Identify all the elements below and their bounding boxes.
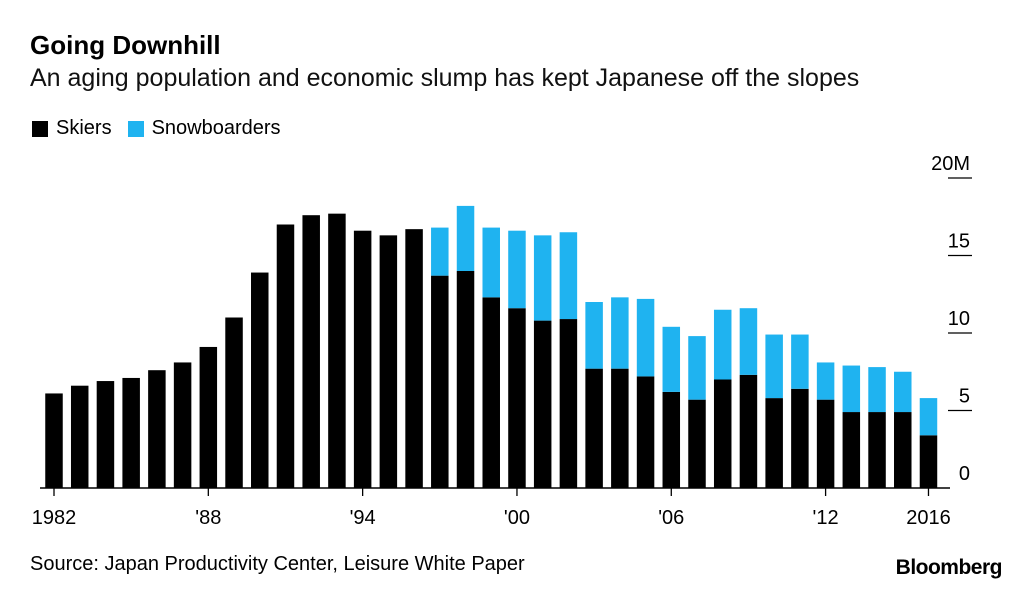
bar-skiers-2001 — [533, 320, 552, 488]
bar-snowboarders-2003 — [585, 302, 603, 369]
bar-skiers-2010 — [765, 398, 783, 488]
bar-skiers-1993 — [328, 213, 346, 488]
legend-swatch-skiers — [32, 120, 48, 137]
bar-skiers-2004 — [611, 368, 629, 488]
bar-skiers-2000 — [508, 308, 526, 488]
bar-snowboarders-2002 — [559, 232, 578, 320]
bar-snowboarders-2009 — [739, 308, 758, 375]
bar-snowboarders-2014 — [868, 367, 886, 413]
bar-skiers-1992 — [302, 215, 320, 488]
bar-skiers-1990 — [251, 272, 269, 488]
legend: Skiers Snowboarders — [32, 117, 297, 140]
x-tick-label-2012: '12 — [813, 507, 839, 529]
bar-snowboarders-2011 — [791, 334, 809, 389]
bar-skiers-1986 — [148, 370, 166, 488]
x-tick-label-2016: 2016 — [906, 507, 951, 529]
bar-skiers-1995 — [379, 235, 398, 488]
x-tick-label-1982: 1982 — [32, 507, 77, 529]
y-tick-label-5: 5 — [959, 386, 970, 408]
x-tick-label-2000: '00 — [504, 507, 530, 529]
bar-skiers-2012 — [816, 399, 835, 488]
bar-skiers-1997 — [431, 275, 449, 488]
bar-snowboarders-2015 — [894, 371, 912, 413]
bar-skiers-2016 — [919, 435, 938, 488]
bar-snowboarders-2008 — [713, 309, 732, 380]
legend-swatch-snowboarders — [127, 120, 144, 137]
bar-snowboarders-2004 — [611, 297, 629, 369]
chart-subtitle: An aging population and economic slump h… — [30, 64, 860, 92]
bar-skiers-2015 — [894, 412, 912, 488]
legend-item-skiers: Skiers — [32, 117, 112, 140]
legend-item-snowboarders: Snowboarders — [127, 117, 281, 140]
bar-snowboarders-1999 — [482, 227, 500, 298]
bar-snowboarders-2016 — [919, 398, 938, 436]
chart-title: Going Downhill — [30, 30, 221, 60]
bar-snowboarders-2007 — [688, 336, 706, 400]
bar-skiers-1983 — [70, 385, 89, 488]
y-tick-label-10: 10 — [948, 308, 970, 330]
x-tick-label-1988: '88 — [195, 507, 221, 529]
bar-skiers-1989 — [225, 317, 243, 488]
x-tick-label-2006: '06 — [658, 507, 684, 529]
bar-skiers-1988 — [199, 346, 218, 488]
bar-skiers-2013 — [842, 412, 861, 488]
y-tick-label-0: 0 — [959, 463, 970, 485]
bar-skiers-2011 — [791, 388, 809, 488]
bar-skiers-1998 — [456, 271, 475, 488]
source-note: Source: Japan Productivity Center, Leisu… — [30, 553, 525, 575]
bar-snowboarders-2005 — [636, 298, 655, 377]
y-tick-label-15: 15 — [948, 231, 970, 253]
bar-skiers-2002 — [559, 319, 578, 488]
bar-skiers-2014 — [868, 412, 886, 488]
y-tick-label-20: 20M — [931, 153, 970, 175]
bar-snowboarders-2000 — [508, 230, 526, 309]
x-tick-label-1994: '94 — [350, 507, 376, 529]
bar-skiers-1982 — [45, 393, 63, 488]
legend-label-snowboarders: Snowboarders — [151, 117, 281, 139]
bar-skiers-1985 — [122, 377, 140, 488]
bar-snowboarders-2001 — [533, 235, 552, 321]
bar-skiers-1984 — [96, 381, 115, 488]
bar-snowboarders-1997 — [431, 227, 449, 276]
bar-snowboarders-2010 — [765, 334, 783, 399]
bar-skiers-1987 — [173, 362, 192, 488]
bar-snowboarders-2013 — [842, 365, 861, 413]
bar-snowboarders-2012 — [816, 362, 835, 400]
bar-skiers-2005 — [636, 376, 655, 488]
bar-skiers-1999 — [482, 297, 500, 488]
bar-skiers-1996 — [405, 229, 423, 488]
bloomberg-logo: Bloomberg — [895, 556, 1003, 579]
bar-snowboarders-2006 — [662, 326, 681, 392]
bar-skiers-2007 — [688, 399, 706, 488]
bar-snowboarders-1998 — [456, 205, 475, 271]
bar-skiers-2003 — [585, 368, 603, 488]
legend-label-skiers: Skiers — [56, 117, 112, 139]
bar-skiers-2009 — [739, 374, 758, 488]
bar-skiers-2008 — [713, 379, 732, 488]
bar-skiers-1991 — [276, 224, 295, 488]
bar-skiers-2006 — [662, 391, 681, 488]
bar-skiers-1994 — [353, 230, 372, 488]
